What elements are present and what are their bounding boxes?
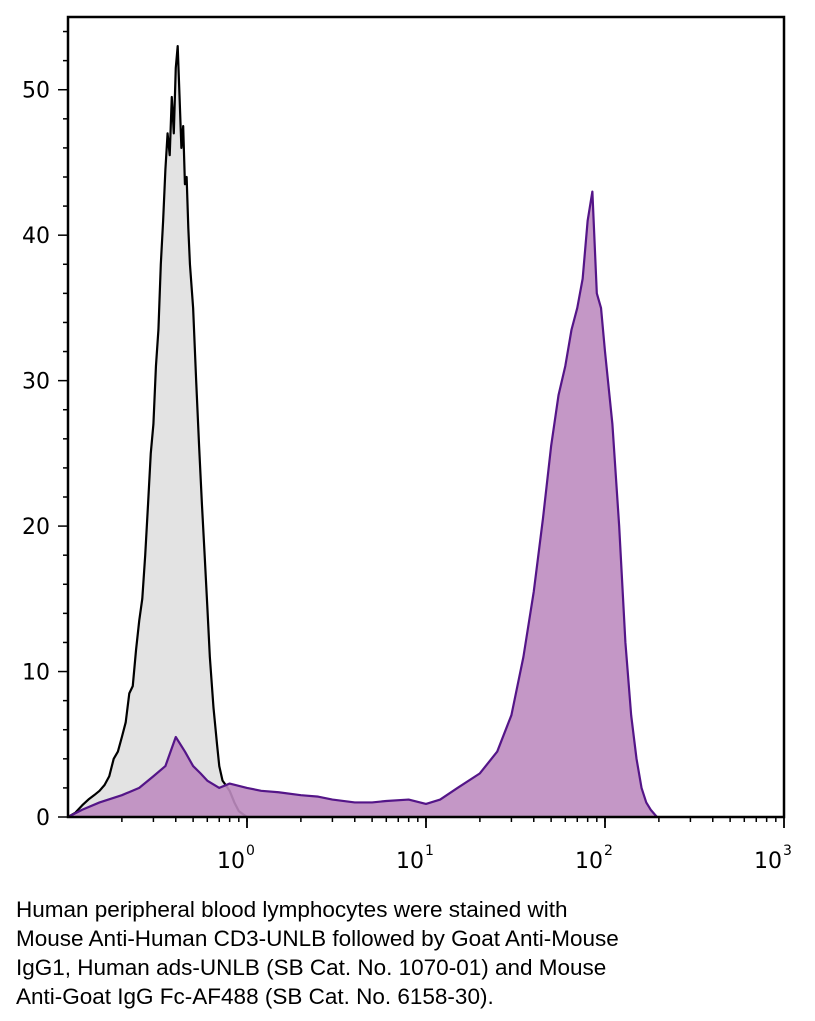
series-area bbox=[68, 191, 657, 818]
y-tick-label: 30 bbox=[22, 370, 50, 395]
x-tick-label: 10 bbox=[754, 849, 782, 874]
caption-line: Mouse Anti-Human CD3-UNLB followed by Go… bbox=[16, 926, 619, 951]
x-axis: 10 0 10 1 10 2 10 3 bbox=[121, 817, 792, 874]
caption-line: Anti-Goat IgG Fc-AF488 (SB Cat. No. 6158… bbox=[16, 984, 494, 1009]
x-tick-exponent: 3 bbox=[783, 843, 792, 859]
x-tick-exponent: 0 bbox=[246, 843, 255, 859]
y-tick-label: 20 bbox=[22, 515, 50, 540]
figure-caption: Human peripheral blood lymphocytes were … bbox=[16, 895, 806, 1011]
caption-line: Human peripheral blood lymphocytes were … bbox=[16, 897, 568, 922]
x-tick-label: 10 bbox=[396, 849, 424, 874]
series-area bbox=[68, 46, 247, 817]
x-tick-label: 10 bbox=[575, 849, 603, 874]
series-layer bbox=[67, 44, 658, 818]
series-line bbox=[67, 190, 658, 818]
y-tick-label: 50 bbox=[22, 79, 50, 104]
series-line bbox=[67, 44, 248, 818]
y-tick-label: 0 bbox=[36, 806, 50, 831]
y-axis: 0 10 20 30 40 50 bbox=[22, 30, 68, 831]
y-tick-label: 40 bbox=[22, 224, 50, 249]
x-tick-exponent: 1 bbox=[425, 843, 434, 859]
x-tick-exponent: 2 bbox=[604, 843, 613, 859]
y-tick-label: 10 bbox=[22, 661, 50, 686]
x-tick-label: 10 bbox=[217, 849, 245, 874]
caption-line: IgG1, Human ads-UNLB (SB Cat. No. 1070-0… bbox=[16, 955, 607, 980]
